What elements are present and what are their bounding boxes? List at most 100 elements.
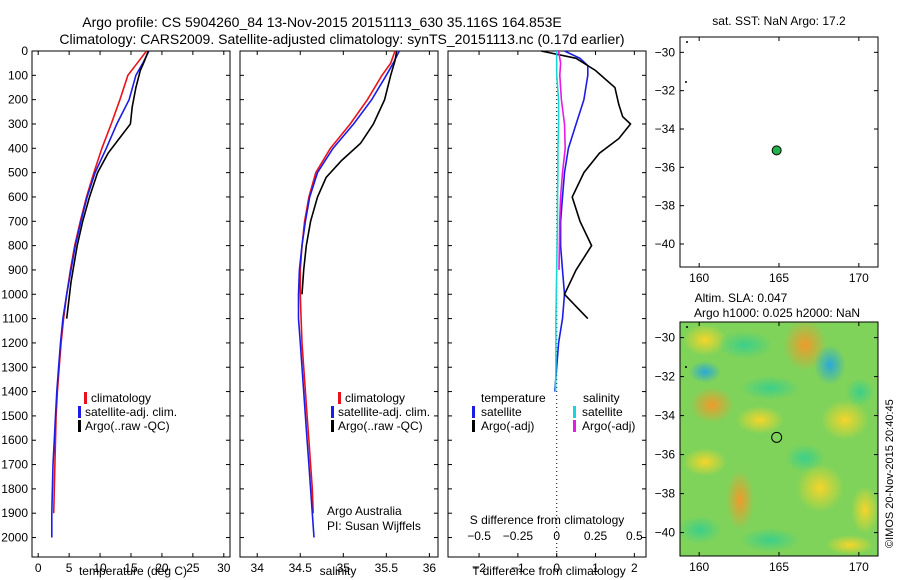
depth-tick-label: 300: [8, 117, 28, 131]
difference-s-tick-label: 0.5: [626, 529, 643, 543]
temperature-axis-label: temperature (deg C): [79, 564, 187, 578]
sla-map-coast-dot: [686, 326, 688, 328]
sla-map-xtick-label: 165: [769, 560, 789, 574]
sst-map-ytick-label: −32: [655, 84, 676, 98]
sst-map-ytick-label: −38: [655, 199, 676, 213]
temperature-xtick-label: 0: [35, 561, 42, 575]
sst-map-ytick-label: −34: [655, 122, 676, 136]
imos-watermark: ©IMOS 20-Nov-2015 20:40:45: [884, 399, 896, 548]
sst-map-profile-marker: [771, 145, 782, 156]
depth-tick-label: 1000: [1, 287, 28, 301]
sla-map-coast-dot: [685, 366, 687, 368]
legend-label-climatology: climatology: [91, 391, 151, 405]
temperature-series-argo-raw-qc: [65, 50, 150, 319]
difference-legend: temperature salinity satellite satellite…: [472, 391, 635, 433]
depth-tick-label: 700: [8, 214, 28, 228]
salinity-xtick-label: 35: [337, 561, 351, 575]
salinity-legend: climatology satellite-adj. clim. Argo(..…: [331, 391, 430, 433]
temperature-series-satellite-adj-clim: [50, 50, 150, 538]
sla-map-ytick-label: −38: [655, 487, 676, 501]
legend-heading-temperature: temperature: [481, 391, 546, 405]
difference-panel: [447, 50, 647, 558]
difference-xtick-label: 0: [553, 561, 560, 575]
depth-tick-label: 1100: [2, 312, 28, 326]
legend-heading-salinity: salinity: [583, 391, 620, 405]
salinity-series-argo-raw-qc: [301, 50, 398, 295]
sla-map-ytick-label: −32: [655, 370, 676, 384]
difference-s-tick-label: −0.25: [503, 529, 534, 543]
depth-tick-label: 1300: [1, 360, 28, 374]
sla-map-title-1: Altim. SLA: 0.047: [695, 291, 788, 305]
salinity-xtick-label: 34: [251, 561, 265, 575]
temperature-series-climatology: [52, 50, 148, 514]
salinity-series-climatology: [299, 50, 396, 514]
header-line-2: Climatology: CARS2009. Satellite-adjuste…: [59, 31, 624, 47]
sst-map-title: sat. SST: NaN Argo: 17.2: [712, 14, 846, 28]
sla-map-ytick-label: −30: [655, 331, 676, 345]
difference-xtick-label: 1: [592, 561, 599, 575]
temperature-panel: [31, 50, 231, 558]
difference-series-argo-adj-salinity: [557, 50, 567, 270]
sst-map-coast-dot: [686, 41, 688, 43]
depth-tick-label: 1800: [1, 482, 28, 496]
difference-s-tick-label: 0.25: [584, 529, 608, 543]
legend-swatch-argo-raw: [78, 420, 81, 432]
sst-map-xtick-label: 165: [769, 271, 789, 285]
salinity-axis-label: salinity: [320, 564, 357, 578]
depth-tick-label: 400: [8, 141, 28, 155]
depth-tick-label: 1500: [1, 409, 28, 423]
sla-map-ytick-label: −34: [655, 409, 676, 423]
legend-swatch-salinity-argo: [573, 420, 576, 432]
depth-tick-label: 100: [8, 68, 28, 82]
sst-map-xtick-label: 160: [689, 271, 709, 285]
temperature-xtick-label: 20: [155, 561, 169, 575]
legend-label-temperature-argo: Argo(-adj): [481, 419, 534, 433]
depth-tick-label: 0: [21, 44, 28, 58]
depth-tick-label: 500: [8, 166, 28, 180]
legend-label-satellite-adj: satellite-adj. clim.: [338, 405, 430, 419]
credit-pi: PI: Susan Wijffels: [327, 519, 421, 533]
sst-map-xtick-label: 170: [849, 271, 869, 285]
legend-label-argo-raw: Argo(..raw -QC): [338, 419, 423, 433]
depth-tick-label: 1700: [1, 458, 28, 472]
sst-map-ytick-label: −36: [655, 160, 676, 174]
difference-axis-label: T difference from climatology: [472, 564, 626, 578]
temperature-xtick-label: 10: [93, 561, 107, 575]
sla-map-xtick-label: 160: [689, 560, 709, 574]
depth-tick-label: 2000: [1, 531, 28, 545]
difference-xtick-label: −1: [511, 561, 525, 575]
legend-swatch-temperature-satellite: [472, 406, 475, 418]
temperature-legend: climatology satellite-adj. clim. Argo(..…: [78, 391, 177, 433]
salinity-series-satellite-adj-clim: [297, 50, 401, 538]
legend-label-salinity-satellite: satellite: [582, 405, 623, 419]
header-line-1: Argo profile: CS 5904260_84 13-Nov-2015 …: [82, 14, 562, 30]
salinity-panel: [239, 50, 439, 558]
legend-swatch-climatology: [84, 392, 87, 404]
temperature-xtick-label: 25: [186, 561, 200, 575]
difference-xtick-label: 2: [631, 561, 638, 575]
sla-map-profile-marker: [771, 431, 783, 443]
difference-series-satellite-salinity: [554, 51, 560, 392]
legend-label-climatology: climatology: [345, 391, 405, 405]
sla-map-ytick-label: −40: [655, 526, 676, 540]
sst-map-ytick-label: −40: [655, 237, 676, 251]
difference-top-axis-label: S difference from climatology: [470, 513, 625, 527]
salinity-xtick-label: 35.5: [375, 561, 399, 575]
depth-tick-label: 600: [8, 190, 28, 204]
temperature-xtick-label: 30: [217, 561, 231, 575]
legend-swatch-argo-raw: [331, 420, 334, 432]
legend-label-satellite-adj: satellite-adj. clim.: [85, 405, 177, 419]
difference-series-argo-adj-temperature: [541, 50, 632, 320]
temperature-xtick-label: 15: [124, 561, 138, 575]
difference-series-satellite-temperature: [554, 50, 589, 392]
difference-xtick-label: −2: [472, 561, 486, 575]
depth-tick-label: 1600: [1, 433, 28, 447]
temperature-xtick-label: 5: [66, 561, 73, 575]
salinity-xtick-label: 36: [423, 561, 437, 575]
sla-heatmap: [680, 322, 878, 556]
sst-map-ytick-label: −30: [655, 45, 676, 59]
depth-tick-label: 200: [8, 93, 28, 107]
sst-map-coast-dot: [685, 81, 687, 83]
legend-swatch-salinity-satellite: [573, 406, 576, 418]
